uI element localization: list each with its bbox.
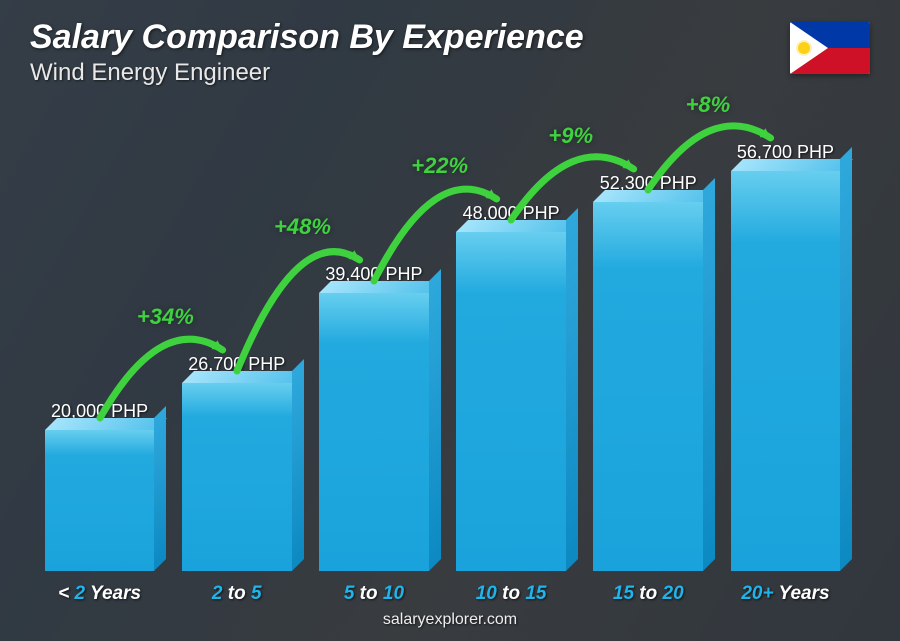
bar-chart: 20,000 PHP< 2 Years26,700 PHP2 to 539,40… [40, 131, 845, 571]
bar [593, 202, 703, 571]
percent-increase-label: +9% [544, 121, 597, 151]
bar [45, 430, 155, 571]
percent-increase-label: +48% [270, 212, 335, 242]
chart-title: Salary Comparison By Experience [30, 18, 870, 57]
category-label: 15 to 20 [613, 583, 684, 605]
bar [182, 383, 292, 571]
country-flag-icon [790, 22, 870, 74]
chart-subtitle: Wind Energy Engineer [30, 59, 870, 87]
category-label: 5 to 10 [344, 583, 404, 605]
bar-column: 39,400 PHP5 to 10 [314, 264, 433, 571]
category-label: < 2 Years [58, 583, 141, 605]
bar-column: 52,300 PHP15 to 20 [589, 173, 708, 571]
bar-column: 26,700 PHP2 to 5 [177, 354, 296, 571]
percent-increase-label: +8% [682, 90, 735, 120]
bar-column: 20,000 PHP< 2 Years [40, 401, 159, 571]
category-label: 10 to 15 [476, 583, 547, 605]
category-label: 2 to 5 [212, 583, 262, 605]
chart-header: Salary Comparison By Experience Wind Ene… [30, 18, 870, 87]
bar-column: 48,000 PHP10 to 15 [452, 203, 571, 571]
percent-increase-label: +22% [407, 151, 472, 181]
percent-increase-label: +34% [133, 302, 198, 332]
category-label: 20+ Years [741, 583, 829, 605]
bar [319, 293, 429, 571]
bar [731, 171, 841, 571]
bar [456, 232, 566, 571]
attribution-text: salaryexplorer.com [0, 611, 900, 629]
bar-column: 56,700 PHP20+ Years [726, 142, 845, 571]
